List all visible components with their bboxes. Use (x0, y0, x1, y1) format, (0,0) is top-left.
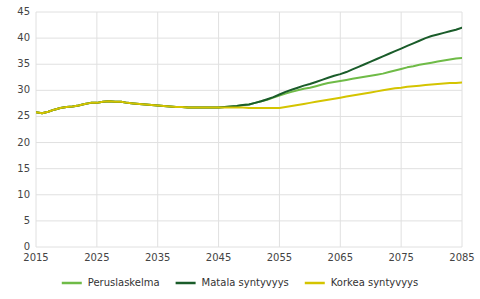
y-grid-line (36, 12, 462, 13)
x-tick-label: 2025 (84, 252, 109, 263)
x-grid-line (279, 12, 280, 247)
y-grid-line (36, 247, 462, 248)
x-tick-label: 2065 (328, 252, 353, 263)
legend-swatch (176, 282, 196, 285)
x-grid-line (218, 12, 219, 247)
x-tick-label: 2075 (388, 252, 413, 263)
y-grid-line (36, 38, 462, 39)
x-tick-label: 2035 (145, 252, 170, 263)
x-grid-line (157, 12, 158, 247)
legend-swatch (62, 282, 82, 285)
y-grid-line (36, 168, 462, 169)
y-tick-label: 45 (17, 6, 30, 17)
y-grid-line (36, 90, 462, 91)
y-tick-label: 35 (17, 58, 30, 69)
legend: Peruslaskelma Matala syntyvyys Korkea synt… (62, 277, 418, 288)
legend-item: Matala syntyvyys (176, 277, 289, 288)
x-grid-line (340, 12, 341, 247)
legend-item: Peruslaskelma (62, 277, 160, 288)
x-grid-line (96, 12, 97, 247)
y-tick-label: 30 (17, 84, 30, 95)
y-tick-label: 25 (17, 110, 30, 121)
y-grid-line (36, 64, 462, 65)
y-grid-line (36, 220, 462, 221)
x-tick-label: 2015 (23, 252, 48, 263)
x-grid-line (401, 12, 402, 247)
x-tick-label: 2055 (267, 252, 292, 263)
y-tick-label: 20 (17, 137, 30, 148)
x-tick-label: 2085 (449, 252, 474, 263)
x-tick-label: 2045 (206, 252, 231, 263)
grid (36, 12, 462, 247)
series-line (36, 28, 462, 114)
y-grid-line (36, 194, 462, 195)
y-grid-line (36, 116, 462, 117)
legend-swatch (305, 282, 325, 285)
y-tick-label: 15 (17, 163, 30, 174)
y-tick-label: 40 (17, 32, 30, 43)
legend-label: Peruslaskelma (88, 277, 160, 288)
y-grid-line (36, 142, 462, 143)
series-lines (36, 28, 462, 114)
legend-label: Korkea syntyvyys (331, 277, 418, 288)
axes: 0510152025303540452015202520352045205520… (17, 6, 474, 263)
chart: 0510152025303540452015202520352045205520… (0, 0, 480, 299)
series-line (36, 83, 462, 114)
x-grid-line (36, 12, 37, 247)
legend-label: Matala syntyvyys (202, 277, 289, 288)
y-tick-label: 10 (17, 189, 30, 200)
x-grid-line (462, 12, 463, 247)
legend-item: Korkea syntyvyys (305, 277, 418, 288)
y-tick-label: 0 (24, 241, 30, 252)
y-tick-label: 5 (24, 215, 30, 226)
